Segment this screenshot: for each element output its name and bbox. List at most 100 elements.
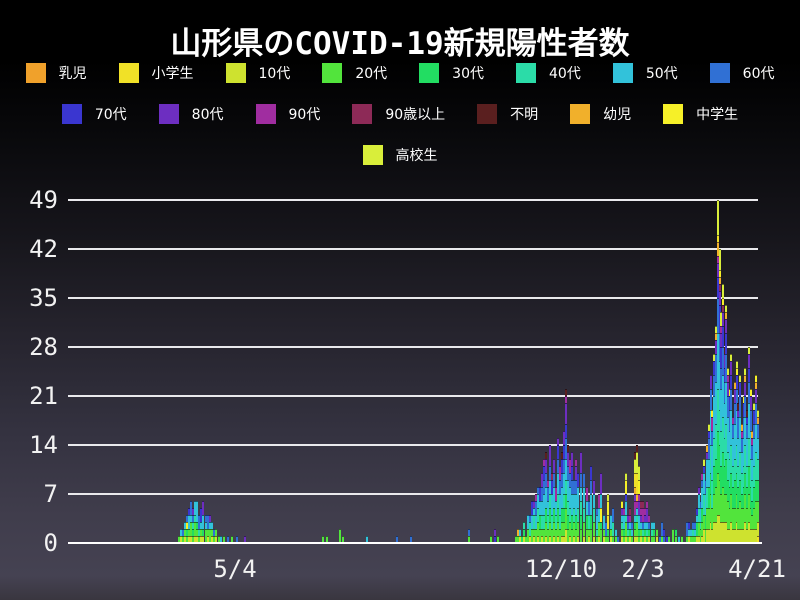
- bar-segment: [186, 522, 188, 529]
- bar: [675, 529, 677, 543]
- bar-segment: [737, 417, 739, 438]
- bar-segment: [575, 459, 577, 466]
- bar-segment: [553, 473, 555, 487]
- bar-segment: [523, 522, 525, 529]
- bar-segment: [577, 473, 579, 487]
- bar-segment: [557, 459, 559, 473]
- bar-segment: [703, 459, 705, 466]
- bar: [525, 536, 527, 543]
- bar-segment: [734, 529, 736, 543]
- bar-segment: [565, 508, 567, 529]
- bar: [575, 459, 577, 543]
- bar-segment: [746, 410, 748, 417]
- bar-segment: [600, 508, 602, 522]
- bar-segment: [717, 298, 719, 333]
- bar-segment: [751, 459, 753, 480]
- bar-segment: [631, 522, 633, 529]
- bar-segment: [720, 368, 722, 389]
- bar-segment: [557, 473, 559, 494]
- bar: [711, 410, 713, 543]
- bar-segment: [545, 473, 547, 487]
- bar-segment: [184, 536, 186, 543]
- bar: [636, 445, 638, 543]
- bar-segment: [698, 487, 700, 494]
- bar-segment: [553, 522, 555, 536]
- bar-segment: [757, 480, 759, 501]
- bar-segment: [596, 536, 598, 543]
- bar-segment: [533, 529, 535, 536]
- bar-segment: [545, 452, 547, 459]
- legend-swatch-icon: [158, 104, 179, 124]
- bar-segment: [741, 529, 743, 543]
- bar-segment: [200, 536, 202, 543]
- bar-segment: [573, 536, 575, 543]
- bar-segment: [753, 466, 755, 487]
- bar-segment: [755, 501, 757, 529]
- bar: [366, 536, 368, 543]
- bar-segment: [640, 515, 642, 522]
- bar: [194, 501, 196, 543]
- bar-segment: [725, 305, 727, 312]
- bar-segment: [642, 536, 644, 543]
- bar-segment: [755, 424, 757, 452]
- legend-label: 90歳以上: [385, 107, 446, 123]
- bar: [517, 529, 519, 543]
- bar-segment: [593, 522, 595, 536]
- bar-segment: [563, 459, 565, 473]
- bar-segment: [734, 480, 736, 508]
- bar-segment: [468, 536, 470, 543]
- bar-segment: [634, 494, 636, 501]
- bar: [666, 536, 668, 543]
- bar-segment: [648, 515, 650, 522]
- y-tick-label: 0: [43, 529, 58, 557]
- bar-segment: [717, 515, 719, 543]
- bar-segment: [711, 410, 713, 417]
- bar-segment: [202, 515, 204, 529]
- bar: [184, 522, 186, 543]
- y-tick-label: 35: [29, 284, 58, 312]
- bar-segment: [636, 515, 638, 522]
- bar-segment: [646, 501, 648, 508]
- bar-segment: [668, 536, 670, 543]
- legend-item-14: 中学生: [663, 104, 738, 124]
- bar: [755, 375, 757, 543]
- bar-segment: [610, 529, 612, 536]
- bar-segment: [627, 529, 629, 536]
- bar-segment: [549, 522, 551, 536]
- bar: [646, 501, 648, 543]
- bar-segment: [621, 536, 623, 543]
- bar: [638, 466, 640, 543]
- bar-segment: [715, 424, 717, 459]
- bar-segment: [535, 501, 537, 515]
- bar-segment: [583, 487, 585, 508]
- bar-segment: [612, 508, 614, 522]
- bar-segment: [215, 529, 217, 536]
- bar-segment: [569, 473, 571, 487]
- bar-segment: [703, 473, 705, 494]
- bar-segment: [541, 501, 543, 515]
- bar: [555, 487, 557, 543]
- bar-segment: [186, 529, 188, 536]
- bar: [557, 438, 559, 543]
- bar-segment: [734, 424, 736, 459]
- bar: [621, 501, 623, 543]
- bar-segment: [634, 536, 636, 543]
- bar-segment: [551, 494, 553, 515]
- bar: [519, 529, 521, 543]
- bar-segment: [192, 515, 194, 522]
- bar-segment: [701, 480, 703, 487]
- bar-segment: [722, 312, 724, 326]
- bar-segment: [701, 508, 703, 522]
- bar-segment: [569, 487, 571, 508]
- bar-segment: [215, 536, 217, 543]
- bar-segment: [410, 536, 412, 543]
- legend-label: 中学生: [696, 107, 739, 123]
- legend-label: 80代: [191, 107, 224, 123]
- bar: [732, 417, 734, 543]
- bar: [648, 515, 650, 543]
- bar-segment: [741, 473, 743, 494]
- bar-segment: [746, 424, 748, 438]
- bar: [196, 501, 198, 543]
- bar-segment: [580, 501, 582, 515]
- bar: [701, 473, 703, 543]
